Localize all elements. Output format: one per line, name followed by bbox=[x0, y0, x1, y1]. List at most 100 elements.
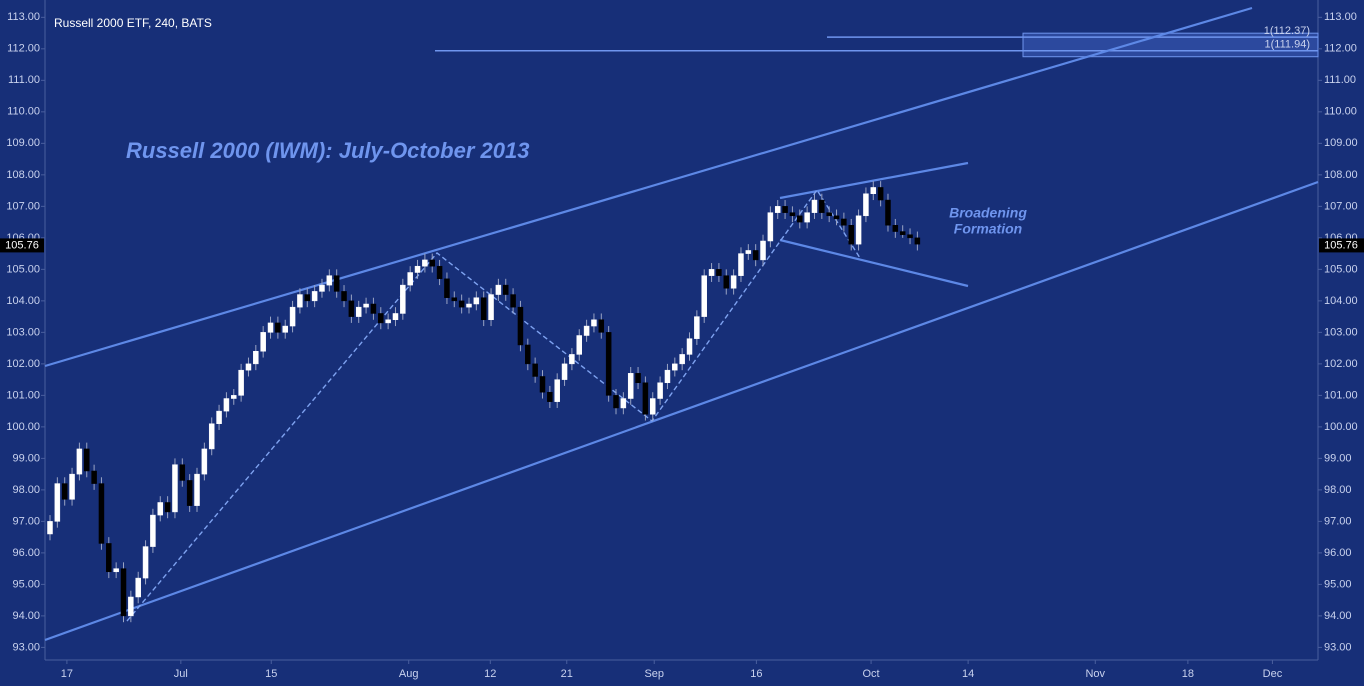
candle-body bbox=[392, 313, 399, 321]
candle-body bbox=[561, 363, 568, 380]
candle-body bbox=[142, 546, 149, 579]
candle-body bbox=[664, 369, 671, 384]
candle-body bbox=[466, 303, 472, 308]
candle-body bbox=[231, 395, 237, 399]
candle-body bbox=[208, 423, 215, 450]
candle-body bbox=[267, 322, 274, 333]
y-tick-label: 112.00 bbox=[1324, 43, 1357, 55]
candle-body bbox=[385, 319, 391, 324]
candle-body bbox=[297, 294, 303, 308]
candle-body bbox=[429, 259, 435, 267]
candle-body bbox=[54, 483, 61, 522]
candle-body bbox=[422, 259, 428, 267]
candle-body bbox=[370, 303, 377, 314]
y-tick-label: 103.00 bbox=[1324, 326, 1358, 338]
candle-body bbox=[164, 502, 171, 513]
candle-body bbox=[885, 199, 891, 226]
y-tick-label: 102.00 bbox=[6, 358, 40, 370]
candle-body bbox=[642, 382, 649, 415]
candle-body bbox=[348, 300, 355, 317]
candle-body bbox=[694, 316, 700, 339]
x-tick-label: 12 bbox=[484, 668, 496, 680]
y-tick-label: 97.00 bbox=[12, 515, 40, 527]
y-tick-label: 109.00 bbox=[6, 137, 40, 149]
candle-body bbox=[627, 373, 634, 399]
candle-body bbox=[47, 521, 53, 535]
candle-body bbox=[569, 354, 575, 365]
candle-body bbox=[319, 284, 325, 292]
candle-body bbox=[576, 335, 583, 355]
candle-body bbox=[275, 322, 281, 333]
candle-body bbox=[716, 269, 722, 276]
x-tick-label: 15 bbox=[265, 668, 277, 680]
pattern-label: Formation bbox=[954, 221, 1022, 237]
level-label: 1(112.37) bbox=[1264, 25, 1310, 37]
candle-body bbox=[172, 464, 178, 513]
y-tick-label: 96.00 bbox=[12, 547, 40, 559]
broadening-lower bbox=[779, 238, 969, 288]
candle-body bbox=[598, 319, 605, 333]
y-tick-label: 109.00 bbox=[1324, 137, 1358, 149]
candle-body bbox=[539, 376, 546, 393]
candle-body bbox=[760, 240, 766, 261]
x-tick-label: 17 bbox=[61, 668, 73, 680]
candle-body bbox=[679, 354, 685, 365]
candle-body bbox=[819, 199, 825, 213]
candle-body bbox=[289, 306, 296, 327]
candle-body bbox=[510, 294, 516, 308]
candle-body bbox=[106, 543, 112, 573]
candle-body bbox=[635, 373, 641, 384]
candle-body bbox=[826, 212, 832, 217]
y-tick-label: 94.00 bbox=[12, 610, 40, 622]
candle-body bbox=[723, 275, 730, 289]
candle-body bbox=[591, 319, 597, 327]
candle-body bbox=[738, 253, 744, 276]
candle-body bbox=[708, 269, 715, 276]
candle-body bbox=[914, 237, 921, 245]
candle-body bbox=[620, 398, 627, 409]
y-tick-label: 95.00 bbox=[12, 578, 40, 590]
y-tick-label: 104.00 bbox=[6, 295, 40, 307]
candle-body bbox=[61, 483, 68, 500]
candle-body bbox=[547, 391, 553, 402]
candle-body bbox=[216, 410, 222, 424]
candle-body bbox=[745, 250, 752, 254]
y-tick-label: 101.00 bbox=[1324, 389, 1358, 401]
x-tick-label: Oct bbox=[863, 668, 880, 680]
candle-body bbox=[253, 351, 259, 365]
y-tick-label: 93.00 bbox=[12, 641, 40, 653]
chart-title: Russell 2000 ETF, 240, BATS bbox=[54, 16, 212, 30]
y-tick-label: 105.00 bbox=[1324, 263, 1358, 275]
candle-body bbox=[488, 294, 494, 321]
candle-body bbox=[363, 303, 369, 308]
candle-body bbox=[98, 483, 105, 544]
candle-body bbox=[532, 363, 538, 377]
candle-body bbox=[730, 275, 737, 289]
y-tick-label: 102.00 bbox=[1324, 358, 1358, 370]
candle-body bbox=[341, 291, 347, 302]
x-tick-label: Jul bbox=[174, 668, 188, 680]
candle-body bbox=[686, 338, 693, 355]
candle-body bbox=[877, 187, 884, 201]
last-price-label: 105.76 bbox=[5, 239, 39, 251]
candle-body bbox=[767, 212, 774, 242]
y-tick-label: 98.00 bbox=[12, 484, 40, 496]
y-tick-label: 104.00 bbox=[1324, 295, 1358, 307]
candle-body bbox=[223, 398, 230, 412]
y-tick-label: 94.00 bbox=[1324, 610, 1352, 622]
candle-body bbox=[194, 473, 200, 506]
candle-body bbox=[525, 344, 531, 365]
y-tick-label: 107.00 bbox=[1324, 200, 1358, 212]
candle-body bbox=[797, 215, 803, 223]
candle-body bbox=[848, 225, 854, 245]
y-tick-label: 100.00 bbox=[6, 421, 40, 433]
y-tick-label: 93.00 bbox=[1324, 641, 1352, 653]
candle-body bbox=[69, 473, 75, 500]
y-tick-label: 111.00 bbox=[1324, 74, 1356, 86]
y-tick-label: 111.00 bbox=[8, 74, 40, 86]
candle-body bbox=[120, 568, 127, 617]
x-tick-label: 21 bbox=[561, 668, 573, 680]
last-price-badge bbox=[1319, 238, 1364, 253]
